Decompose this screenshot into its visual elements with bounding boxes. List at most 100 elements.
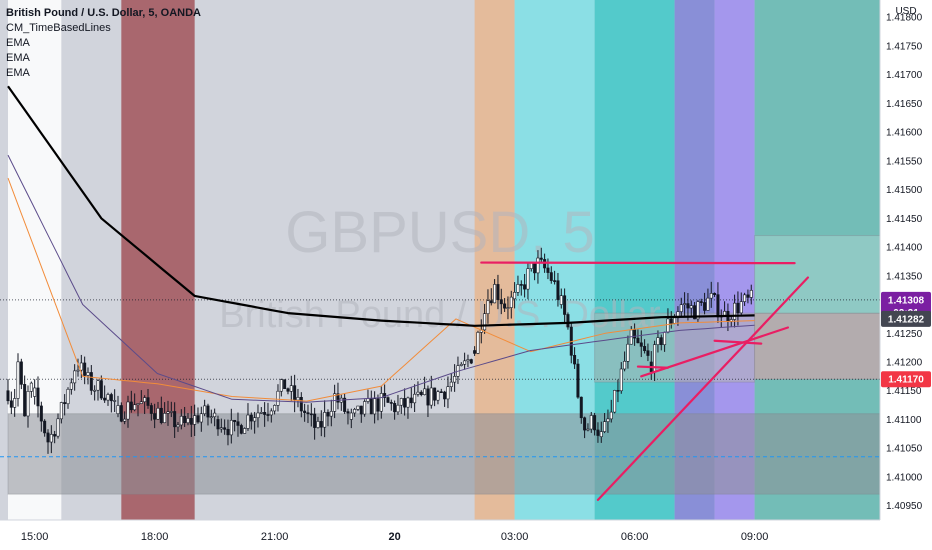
candle-body — [449, 381, 453, 388]
candle-body — [173, 411, 177, 428]
price-badge-value: 1.41282 — [888, 314, 925, 325]
candle-body — [443, 391, 447, 400]
y-tick-label: 1.41250 — [886, 329, 923, 340]
candle-body — [149, 405, 153, 414]
price-box[interactable] — [754, 312, 880, 380]
candle-body — [673, 317, 677, 324]
candle-body — [299, 397, 303, 412]
candle-body — [536, 257, 540, 274]
candle-body — [73, 370, 77, 384]
candle-body — [579, 396, 583, 419]
candle-body — [206, 405, 210, 418]
y-tick-label: 1.41650 — [886, 99, 923, 110]
candle-body — [276, 390, 280, 406]
candle-body — [36, 387, 40, 407]
candle-body — [669, 318, 673, 324]
candle-body — [373, 398, 377, 415]
candle-body — [286, 388, 290, 392]
price-axis[interactable] — [880, 0, 932, 550]
candle-body — [416, 391, 420, 395]
candle-body — [446, 386, 450, 400]
ema-short-line[interactable] — [7, 177, 755, 402]
trendline[interactable] — [636, 365, 670, 369]
candle-body — [603, 421, 607, 432]
candle-body — [526, 268, 530, 290]
candle-body — [636, 337, 640, 344]
candle-body — [359, 405, 363, 415]
candle-body — [363, 401, 367, 415]
x-tick-label: 21:00 — [261, 531, 289, 543]
candle-body — [713, 293, 717, 295]
x-tick-label: 15:00 — [21, 531, 49, 543]
candle-body — [169, 411, 173, 413]
candle-body — [63, 402, 67, 405]
ema-mid-line[interactable] — [7, 154, 755, 403]
ema-long-line[interactable] — [7, 85, 755, 327]
candle-body — [106, 394, 110, 401]
trendline[interactable] — [713, 339, 763, 345]
candle-body — [549, 272, 553, 281]
candle-body — [476, 332, 480, 354]
candle-body — [113, 400, 117, 402]
candle-body — [623, 360, 627, 370]
trendline[interactable] — [480, 261, 796, 265]
candle-body — [616, 390, 620, 392]
candle-body — [513, 292, 517, 300]
candle-body — [279, 379, 283, 392]
candle-body — [263, 412, 267, 415]
candle-body — [743, 294, 747, 302]
price-box[interactable] — [7, 413, 880, 495]
candle-body — [29, 382, 33, 392]
candle-body — [336, 393, 340, 403]
candle-body — [486, 300, 490, 314]
candle-body — [223, 427, 227, 430]
candle-body — [233, 419, 237, 423]
price-box[interactable] — [754, 235, 880, 314]
candle-body — [459, 363, 463, 366]
candle-body — [406, 397, 410, 408]
candle-body — [733, 302, 737, 320]
candle-body — [643, 346, 647, 352]
candle-body — [346, 411, 350, 414]
candle-body — [699, 301, 703, 303]
candle-body — [193, 415, 197, 425]
candle-body — [156, 407, 160, 420]
candle-body — [393, 403, 397, 413]
candle-body — [319, 421, 323, 428]
candle-body — [176, 424, 180, 428]
candle-body — [196, 415, 200, 423]
candle-body — [116, 405, 120, 415]
candle-body — [736, 302, 740, 314]
candle-body — [203, 405, 207, 415]
candle-body — [266, 414, 270, 416]
y-tick-label: 1.41500 — [886, 185, 923, 196]
candle-body — [119, 405, 123, 422]
candle-body — [589, 415, 593, 430]
candle-body — [593, 415, 597, 431]
candle-body — [686, 303, 690, 309]
candle-body — [99, 380, 103, 399]
candle-body — [396, 404, 400, 413]
candle-body — [283, 379, 287, 390]
candle-body — [59, 402, 63, 420]
trendline[interactable] — [596, 276, 810, 501]
y-tick-label: 1.40950 — [886, 501, 923, 512]
candle-body — [236, 421, 240, 426]
time-axis[interactable] — [0, 520, 932, 550]
candle-body — [436, 391, 440, 401]
candle-body — [646, 350, 650, 356]
candle-body — [706, 297, 710, 311]
candle-body — [749, 290, 753, 298]
candle-body — [473, 350, 477, 354]
candle-body — [13, 398, 17, 408]
candle-body — [503, 303, 507, 309]
candle-body — [556, 280, 560, 300]
candle-body — [249, 414, 253, 422]
candle-body — [69, 382, 73, 390]
candle-body — [96, 380, 100, 391]
y-tick-label: 1.41100 — [886, 415, 922, 426]
candle-body — [563, 295, 567, 315]
candle-body — [6, 390, 10, 402]
